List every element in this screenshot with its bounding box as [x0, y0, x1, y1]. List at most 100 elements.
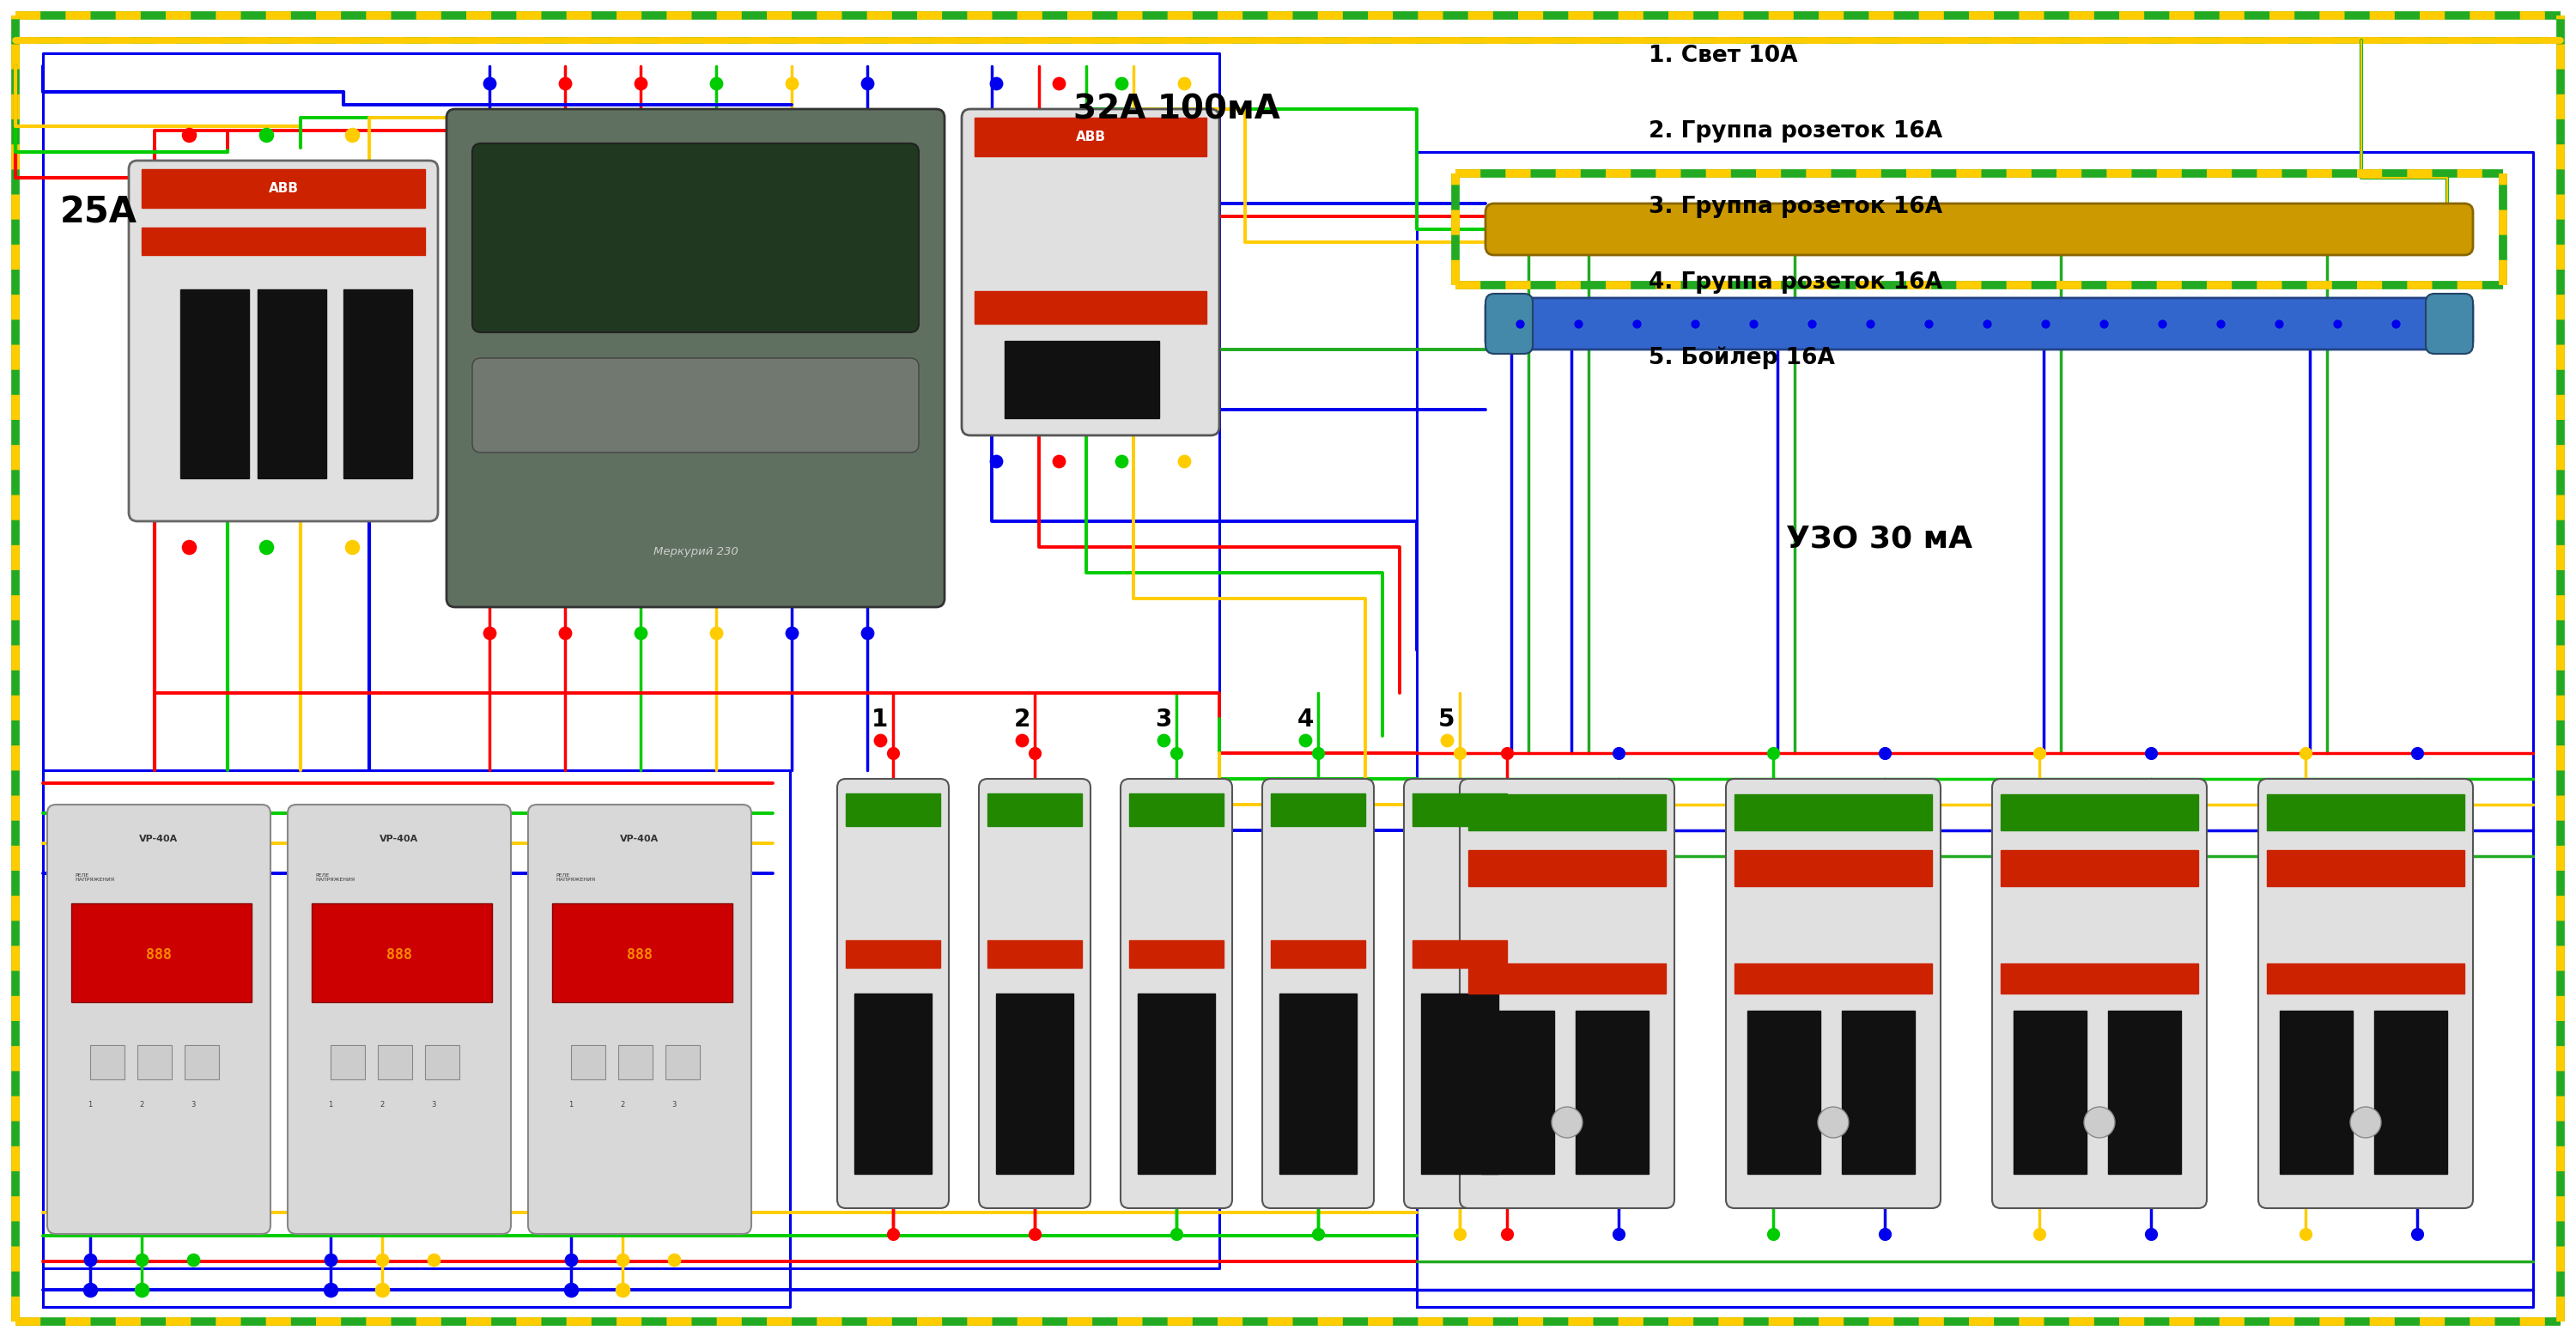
Point: [70, 1280, 111, 1301]
Point: [1850, 313, 1891, 334]
Point: [544, 622, 585, 643]
Bar: [1481, 1011, 1553, 1174]
Point: [551, 1280, 592, 1301]
Point: [1909, 214, 1950, 235]
Text: 25A: 25A: [59, 194, 137, 230]
Point: [245, 124, 286, 146]
Text: 2. Группа розеток 16A: 2. Группа розеток 16A: [1649, 120, 1942, 143]
Text: 2: 2: [379, 1100, 384, 1108]
Point: [2375, 214, 2416, 235]
Text: 4: 4: [1296, 707, 1314, 731]
Point: [167, 124, 209, 146]
Bar: [1468, 964, 1667, 993]
Point: [1164, 72, 1206, 94]
Text: 888: 888: [147, 947, 173, 963]
Text: 32A 100мA: 32A 100мA: [1074, 92, 1280, 126]
Point: [1100, 451, 1141, 472]
Point: [873, 742, 914, 763]
Point: [2025, 214, 2066, 235]
Point: [603, 1249, 644, 1270]
Bar: [1468, 850, 1667, 886]
Point: [1752, 1223, 1793, 1245]
Point: [551, 1249, 592, 1270]
Bar: [1734, 794, 1932, 830]
FancyBboxPatch shape: [1262, 779, 1373, 1209]
Point: [873, 1223, 914, 1245]
Text: РЕЛЕ
НАПРЯЖЕНИЯ: РЕЛЕ НАПРЯЖЕНИЯ: [75, 873, 113, 882]
Bar: [618, 1046, 652, 1079]
Point: [2020, 742, 2061, 763]
FancyBboxPatch shape: [528, 805, 752, 1234]
Bar: [2002, 850, 2197, 886]
Text: 3: 3: [191, 1100, 196, 1108]
Bar: [142, 170, 425, 207]
Point: [544, 72, 585, 94]
Point: [770, 622, 811, 643]
Text: VP-40A: VP-40A: [139, 834, 178, 844]
Bar: [2267, 794, 2465, 830]
Bar: [1280, 993, 1358, 1174]
Bar: [665, 1046, 701, 1079]
Point: [1674, 313, 1716, 334]
Bar: [2014, 1011, 2087, 1174]
Point: [1038, 72, 1079, 94]
FancyBboxPatch shape: [1726, 779, 1940, 1209]
Text: 888: 888: [626, 947, 652, 963]
Point: [167, 536, 209, 558]
Text: 1: 1: [871, 707, 889, 731]
Text: 3. Группа розеток 16A: 3. Группа розеток 16A: [1649, 195, 1942, 218]
Point: [848, 622, 889, 643]
Bar: [1422, 993, 1499, 1174]
Bar: [2002, 794, 2197, 830]
Bar: [1412, 793, 1507, 826]
Point: [2025, 313, 2066, 334]
Point: [1790, 214, 1832, 235]
Point: [361, 1280, 402, 1301]
Point: [2316, 214, 2357, 235]
Point: [2084, 214, 2125, 235]
FancyBboxPatch shape: [2427, 294, 2473, 354]
Point: [121, 1280, 162, 1301]
Point: [1909, 313, 1950, 334]
Text: 5: 5: [1437, 707, 1455, 731]
Point: [70, 1249, 111, 1270]
Text: УЗО 30 мА: УЗО 30 мА: [1785, 524, 1973, 554]
FancyBboxPatch shape: [1121, 779, 1231, 1209]
Text: VP-40A: VP-40A: [621, 834, 659, 844]
Text: 3: 3: [1154, 707, 1172, 731]
Bar: [2267, 964, 2465, 993]
Point: [976, 451, 1018, 472]
Point: [1157, 1223, 1198, 1245]
Bar: [330, 1046, 366, 1079]
Circle shape: [1551, 1107, 1582, 1138]
Point: [1486, 742, 1528, 763]
Bar: [1412, 940, 1507, 968]
Bar: [425, 1046, 459, 1079]
Point: [1865, 742, 1906, 763]
Bar: [1842, 1011, 1914, 1174]
Point: [1015, 1223, 1056, 1245]
Bar: [2267, 850, 2465, 886]
Bar: [1270, 793, 1365, 826]
Point: [1427, 730, 1468, 751]
Point: [2141, 313, 2182, 334]
Text: Меркурий 230: Меркурий 230: [654, 545, 737, 558]
Bar: [379, 1046, 412, 1079]
Point: [2130, 742, 2172, 763]
Point: [1734, 214, 1775, 235]
Point: [603, 1280, 644, 1301]
Text: 3: 3: [672, 1100, 677, 1108]
FancyBboxPatch shape: [979, 779, 1090, 1209]
Point: [1965, 313, 2007, 334]
Bar: [1468, 794, 1667, 830]
Bar: [180, 289, 250, 479]
Point: [332, 124, 374, 146]
Point: [2396, 1223, 2437, 1245]
Point: [1790, 313, 1832, 334]
Point: [1486, 1223, 1528, 1245]
Circle shape: [1819, 1107, 1850, 1138]
Bar: [2375, 1011, 2447, 1174]
Point: [2375, 313, 2416, 334]
Point: [2316, 313, 2357, 334]
Bar: [2280, 1011, 2352, 1174]
